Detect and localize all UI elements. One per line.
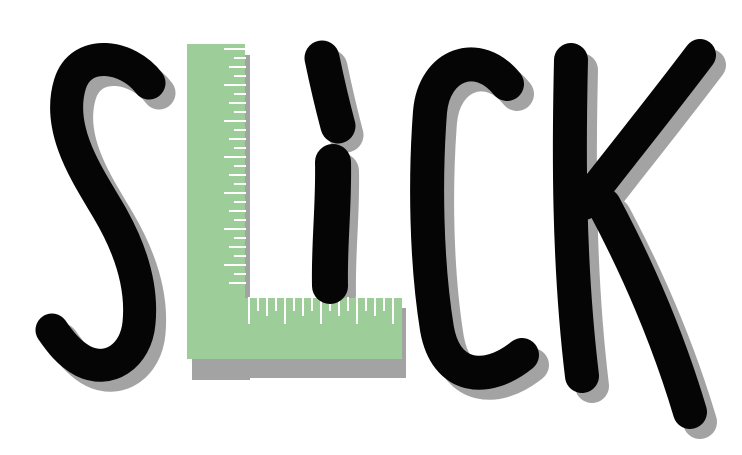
letter-k-lower-leg [587, 188, 707, 429]
ruler-vertical-ticks [224, 48, 246, 284]
letter-c [410, 47, 539, 390]
letter-s [35, 43, 166, 382]
letter-l-ruler [187, 44, 402, 359]
letter-i [304, 40, 356, 304]
letter-k-upper-arm [568, 39, 716, 220]
letter-i-dot [304, 40, 356, 144]
letter-k [552, 39, 716, 429]
letter-i-stem [311, 144, 352, 304]
